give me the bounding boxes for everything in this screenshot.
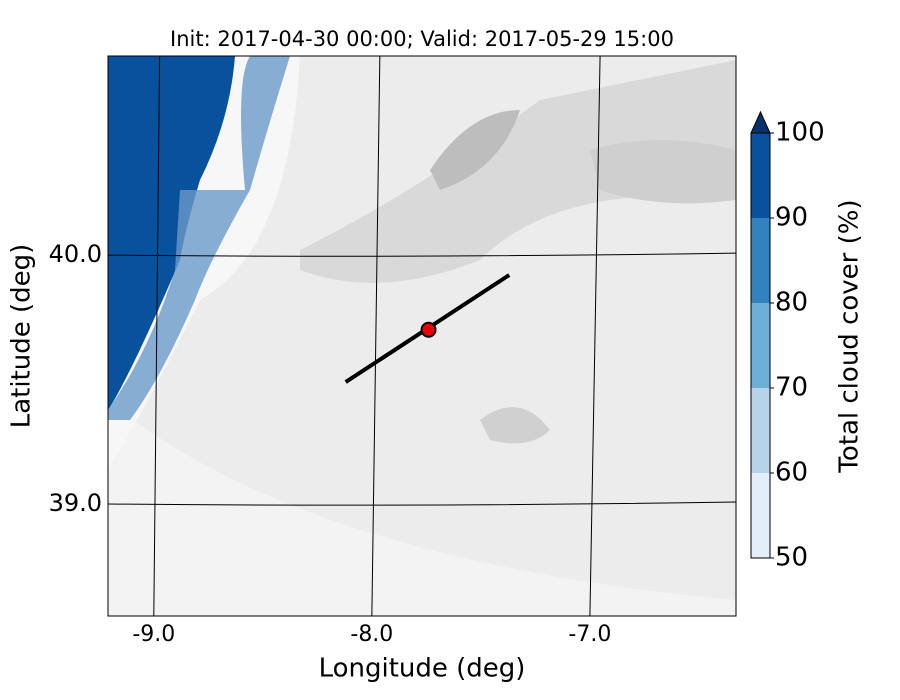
x-tick-label: -8.0 [350,622,393,647]
colorbar-bin [751,303,770,388]
y-tick-label: 40.0 [49,240,102,268]
meridian [589,56,601,616]
colorbar-bin [751,133,770,218]
meridian [153,56,161,616]
parallel [108,501,736,506]
parallel [108,252,736,257]
x-tick-label: -7.0 [568,622,611,647]
x-axis-label: Longitude (deg) [319,654,526,684]
site-marker [420,321,437,338]
y-tick-label: 39.0 [49,489,102,517]
title: Init: 2017-04-30 00:00; Valid: 2017-05-2… [170,27,674,51]
graticule [108,56,736,616]
map-background [108,56,736,616]
colorbar-frame [750,132,771,559]
colorbar-bin [751,218,770,303]
colorbar-tick-label: 50 [775,543,808,573]
y-axis-label: Latitude (deg) [7,244,37,429]
colorbar-tick-label: 60 [775,458,808,488]
colorbar-tick-label: 100 [775,118,825,148]
x-tick-label: -9.0 [132,622,175,647]
colorbar-tick-label: 70 [775,373,808,403]
colorbar-bin [751,473,770,558]
colorbar-label: Total cloud cover (%) [835,199,865,473]
colorbar-tick-label: 80 [775,288,808,318]
colorbar-bin [751,388,770,473]
colorbar-extend [750,110,771,134]
meridian [371,56,381,616]
map-frame [107,55,737,617]
colorbar-tick-label: 90 [775,203,808,233]
